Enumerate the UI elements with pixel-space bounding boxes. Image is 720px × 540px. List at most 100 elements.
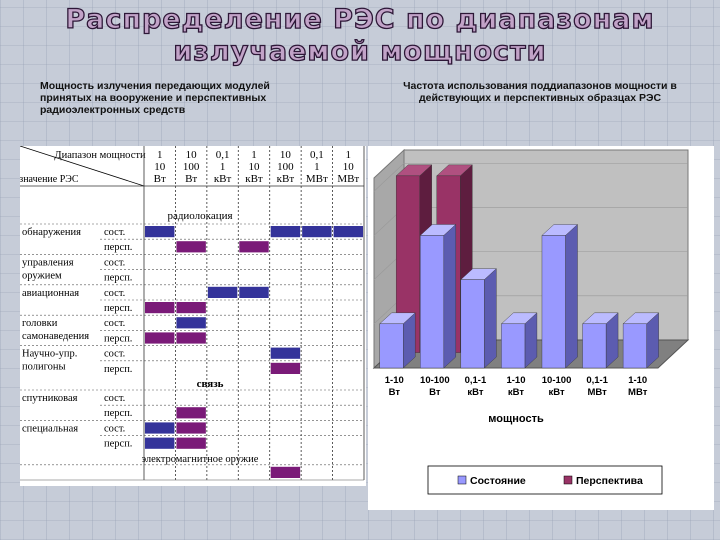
table-cell-fill [145,302,175,314]
gridline [373,163,405,192]
table-cell-fill [302,226,332,238]
column-header-1-1: 100 [183,161,200,173]
x-tick-label-2-unit: кВт [467,387,483,398]
row-state-label: персп. [104,408,132,419]
column-header-2-0: 0,1 [216,149,230,161]
table-cell-fill [270,226,301,238]
row-state-label: персп. [104,439,132,450]
table-cell-fill [270,347,301,359]
x-tick-label-6-unit: МВт [628,387,648,398]
title-line-1: Распределение РЭС по диапазонам [65,3,655,35]
usage-chart: 1-10 Вт 10-100 Вт 0,1-1 кВт 1-10 кВт 10-100 кВт 0,… [368,146,714,510]
legend-swatch-perspective [563,475,573,485]
table-cell-fill [207,286,238,298]
x-tick-label-3-value: 1-10 [506,375,525,386]
column-header-3-2: кВт [245,173,263,185]
corner-top-label: Диапазон мощности [54,150,146,161]
table-cell-fill [176,407,206,419]
column-header-1-0: 10 [186,149,198,161]
page-title: Распределение РЭС по диапазонам излучаем… [0,3,720,68]
column-header-0-2: Вт [154,173,166,185]
table-cell-fill [239,286,269,298]
legend-label-state: Состояние [470,475,526,487]
row-state-label: сост. [104,423,125,434]
row-state-label: персп. [104,242,132,253]
column-header-2-2: кВт [214,173,232,185]
table-cell-fill [176,241,206,253]
bar-state-1-side [443,223,456,369]
x-tick-label-0-unit: Вт [389,387,401,398]
table-cell-fill [145,332,175,344]
bar-state-3 [501,323,526,369]
section-label-radar: радиолокация [167,210,232,222]
bar-state-2 [460,279,485,369]
row-state-label: сост. [104,393,125,404]
row-state-label: сост. [104,349,125,360]
column-header-4-1: 100 [277,161,294,173]
column-header-3-0: 1 [251,149,257,161]
bar-state-2-side [484,268,497,369]
row-group-label: авиационная [22,288,79,299]
table-cell-fill [333,226,363,238]
table-heading: Мощность излучения передающих модулей пр… [40,80,270,116]
column-header-0-1: 10 [154,161,166,173]
row-group-label: специальная [22,423,78,434]
bar-state-5 [582,323,607,369]
row-state-label: сост. [104,288,125,299]
bar-state-4-side [565,223,578,369]
section-label-comm: связь [197,378,224,390]
x-axis-label: мощность [488,413,544,425]
row-state-label: сост. [104,257,125,268]
table-cell-fill [239,241,269,253]
column-header-3-1: 10 [249,161,261,173]
x-tick-label-1-unit: Вт [429,387,441,398]
column-header-5-1: 1 [314,161,320,173]
row-group-label: управления [22,257,74,268]
section-label-weapon: электромагнитное оружие [142,454,259,465]
table-cell-fill [176,332,206,344]
column-header-6-1: 10 [343,161,355,173]
column-header-4-0: 10 [280,149,292,161]
row-group-label: спутниковая [22,393,78,404]
row-state-label: персп. [104,303,132,314]
corner-diagonal [19,145,145,187]
column-header-6-2: МВт [337,173,359,185]
table-cell-fill [176,317,206,329]
column-header-5-2: МВт [306,173,328,185]
column-header-2-1: 1 [220,161,226,173]
title-line-2: излучаемой мощности [173,35,547,67]
row-state-label: персп. [104,364,132,375]
row-group-label: головки [22,318,58,329]
x-tick-label-0-value: 1-10 [385,375,404,386]
column-header-0-0: 1 [157,149,163,161]
legend-box [427,465,663,495]
row-group-label: Научно-упр. [22,349,77,360]
column-header-6-0: 1 [346,149,352,161]
x-tick-label-2-value: 0,1-1 [465,375,487,386]
legend-swatch-state [457,475,467,485]
usage-chart-svg: 1-10Вт10-100Вт0,1-1кВт1-10кВт10-100кВт0,… [372,148,690,495]
row-state-label: сост. [104,318,125,329]
column-header-5-0: 0,1 [310,149,324,161]
x-tick-label-6-value: 1-10 [628,375,647,386]
bar-state-1 [420,235,444,369]
table-cell-fill [176,302,206,314]
row-group-label: полигоны [22,362,66,373]
bar-state-6 [622,323,647,369]
legend-label-perspective: Перспектива [576,475,643,487]
x-tick-label-5-unit: МВт [587,387,607,398]
bar-state-4 [541,235,566,369]
column-header-1-2: Вт [185,173,197,185]
row-state-label: сост. [104,227,125,238]
power-table: Диапазон мощностиназначение РЭС110Вт1010… [9,145,366,514]
bar-state-0 [379,323,404,369]
x-tick-label-5-value: 0,1-1 [586,375,608,386]
x-tick-label-4-unit: кВт [548,387,564,398]
table-cell-fill [270,466,301,478]
x-tick-label-4-value: 10-100 [542,375,572,386]
corner-bottom-label: назначение РЭС [20,174,79,185]
table-cell-fill [145,437,175,449]
table-cell-fill [176,422,206,434]
row-group-label: самонаведения [22,331,89,342]
power-table-svg: Диапазон мощностиназначение РЭС110Вт1010… [9,145,365,514]
